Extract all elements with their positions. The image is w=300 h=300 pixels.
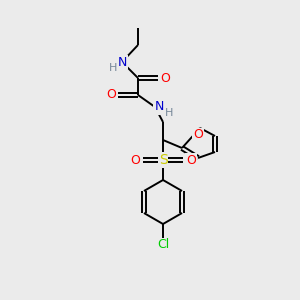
Text: O: O — [160, 71, 170, 85]
Text: S: S — [159, 153, 167, 167]
Text: O: O — [193, 128, 203, 142]
Text: N: N — [117, 56, 127, 68]
Text: H: H — [165, 108, 173, 118]
Text: O: O — [106, 88, 116, 101]
Text: N: N — [154, 100, 164, 113]
Text: H: H — [109, 63, 117, 73]
Text: O: O — [130, 154, 140, 166]
Text: Cl: Cl — [157, 238, 169, 251]
Text: O: O — [186, 154, 196, 166]
